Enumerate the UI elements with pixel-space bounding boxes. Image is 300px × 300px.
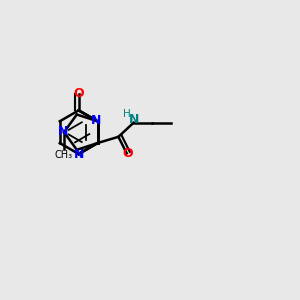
Text: N: N [92,114,102,127]
Text: N: N [58,125,68,138]
Text: O: O [122,147,133,160]
Text: N: N [128,113,139,126]
Text: O: O [74,86,84,100]
Text: CH₃: CH₃ [55,149,73,160]
Text: H: H [123,109,130,119]
Text: N: N [74,148,84,161]
